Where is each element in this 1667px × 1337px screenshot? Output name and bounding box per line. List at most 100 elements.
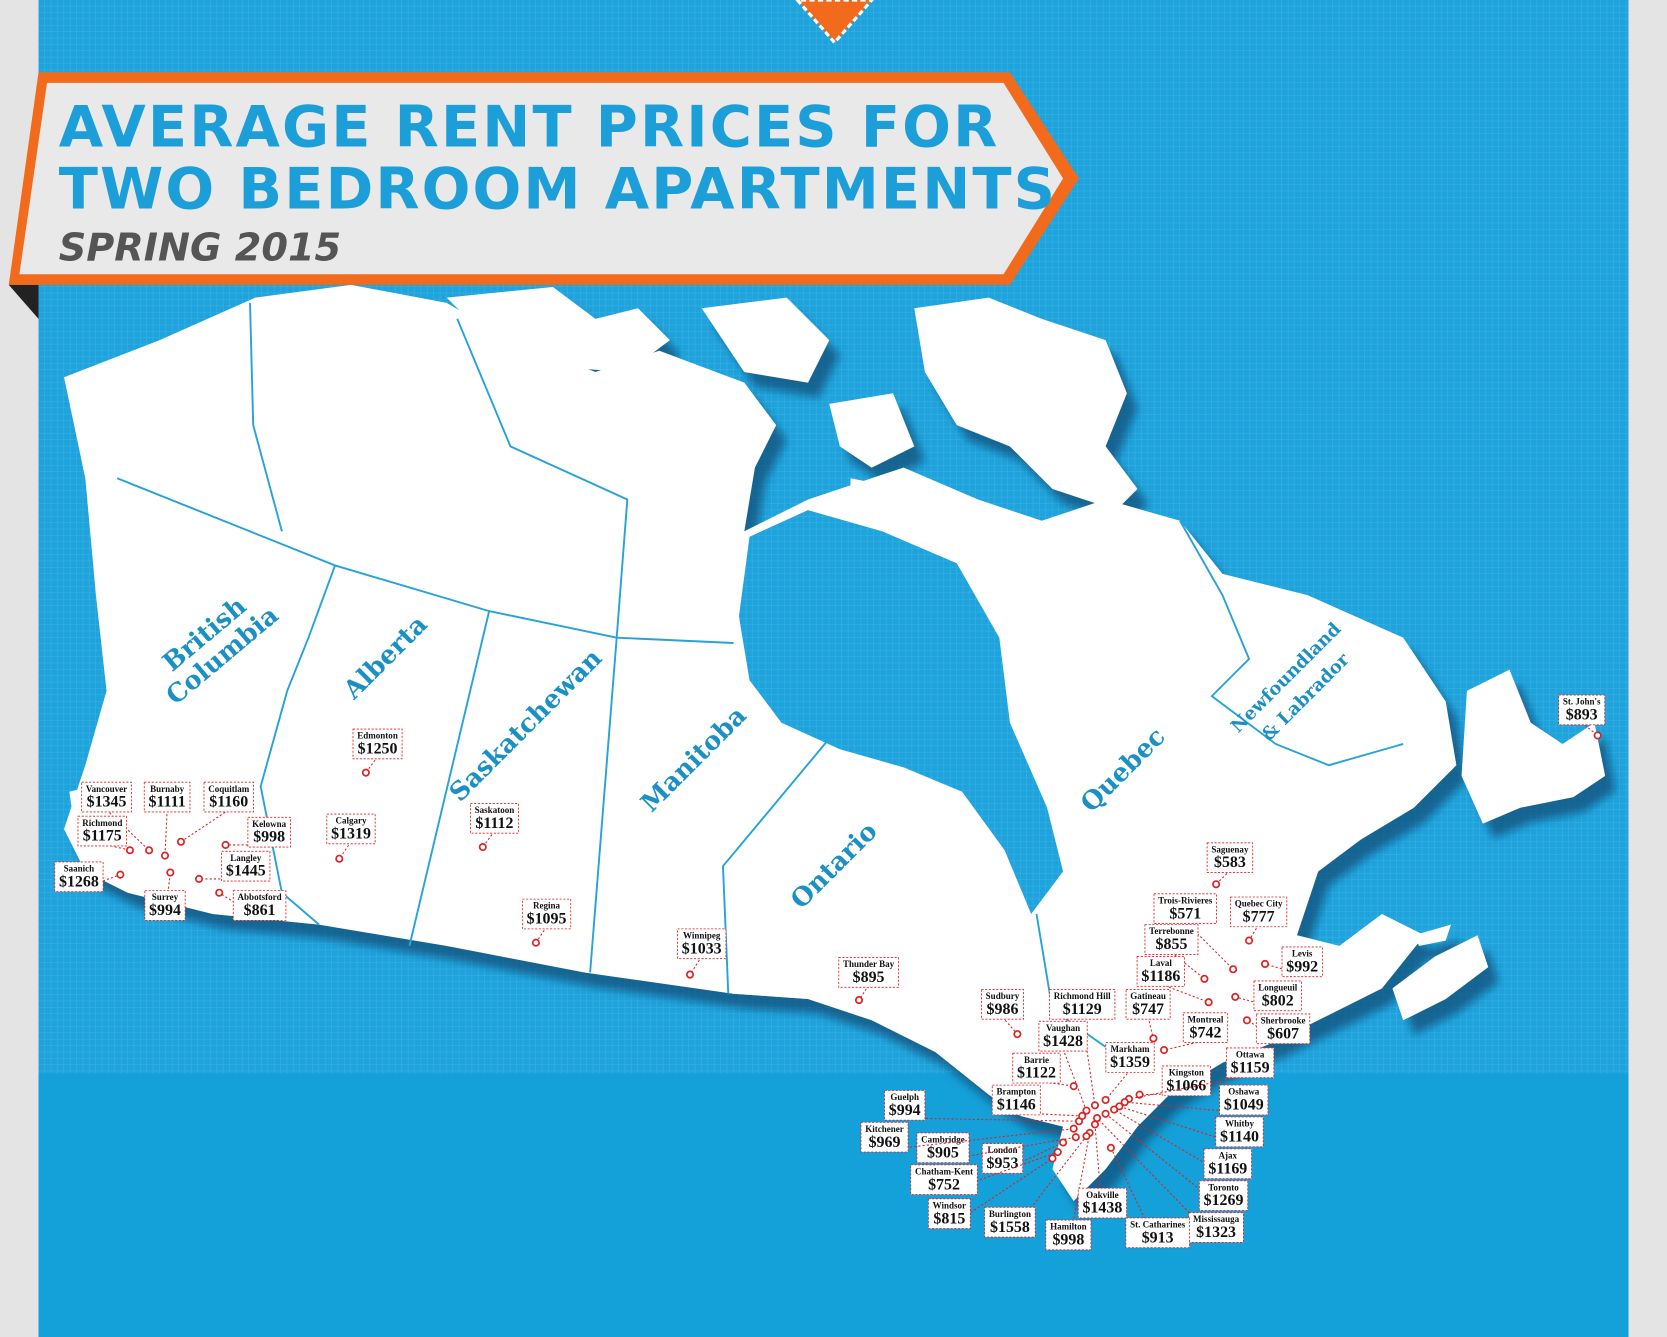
label-box [1012, 1052, 1061, 1084]
city-dot [116, 870, 125, 879]
arctic-island-3 [829, 393, 915, 468]
border-mb-on [721, 738, 830, 994]
lower-background [38, 1073, 1629, 1337]
newfoundland [1461, 669, 1606, 824]
city-name: Gatineau [1130, 991, 1166, 1001]
city-dot [1120, 1098, 1129, 1107]
label-box [981, 1143, 1024, 1174]
city-marker: Vaughan$1428 [1038, 1020, 1091, 1115]
city-rent: $953 [987, 1155, 1019, 1172]
city-marker: Oakville$1438 [1077, 1120, 1127, 1219]
label-box [984, 1206, 1036, 1238]
title-banner: AVERAGE RENT PRICES FOR TWO BEDROOM APAR… [8, 72, 1080, 319]
city-rent: $861 [244, 902, 276, 919]
city-rent: $1033 [682, 940, 722, 957]
leader-line [1184, 921, 1234, 970]
label-box [1136, 956, 1186, 987]
label-box [143, 781, 191, 813]
border-ab-sk [408, 610, 491, 947]
label-box [1105, 1042, 1155, 1073]
city-dot [176, 837, 185, 846]
city-name: Whitby [1225, 1119, 1255, 1129]
city-name: St. John's [1563, 697, 1601, 707]
city-name: Saanich [64, 863, 95, 873]
leader-line [1163, 1039, 1206, 1051]
city-marker: Trois-Rivieres$571 [1153, 893, 1238, 974]
city-name: Richmond Hill [1054, 991, 1111, 1001]
city-marker: Thunder Bay$895 [838, 957, 899, 1005]
city-dot [478, 843, 487, 852]
city-dot [1071, 1133, 1080, 1142]
city-marker: Regina$1095 [521, 898, 572, 947]
city-dot [1229, 965, 1238, 974]
label-box [77, 815, 128, 847]
city-marker: Gatineau$747 [1125, 989, 1171, 1043]
label-box [910, 1164, 978, 1196]
leader-line [1128, 1075, 1251, 1100]
city-rent: $855 [1156, 936, 1188, 953]
label-box [927, 1198, 971, 1230]
city-name: Cambridge [921, 1135, 965, 1145]
southampton-island [850, 478, 904, 521]
leader-line [904, 1117, 1080, 1122]
city-marker: Toronto$1269 [1101, 1109, 1249, 1211]
banner-fill [19, 82, 1064, 275]
mainland [64, 284, 1457, 1201]
city-marker: Longueuil$802 [1231, 980, 1302, 1012]
leader-line [180, 809, 230, 843]
leader-line [884, 1128, 1074, 1151]
city-dot [1093, 1114, 1102, 1123]
city-marker: Coquitlam$1160 [176, 781, 254, 846]
city-name: Sudbury [986, 991, 1020, 1001]
city-name: Laval [1150, 958, 1173, 968]
arctic-island-2 [701, 297, 830, 383]
city-rent: $1095 [527, 911, 567, 928]
leader-line [1246, 1019, 1284, 1043]
city-name: Brampton [997, 1087, 1037, 1097]
title-line-2: TWO BEDROOM APARTMENTS [59, 155, 1057, 222]
city-name: Quebec City [1235, 899, 1283, 909]
city-dot [1106, 1143, 1115, 1152]
city-rent: $994 [149, 902, 181, 919]
city-dot [1059, 1138, 1068, 1147]
city-rent: $913 [1142, 1229, 1174, 1246]
city-name: St. Catharines [1130, 1220, 1186, 1230]
city-marker: Winnipeg$1033 [677, 928, 727, 979]
city-name: Ottawa [1236, 1049, 1265, 1059]
city-dot [1245, 936, 1254, 945]
label-box [860, 1121, 909, 1153]
province-borders [116, 302, 1404, 1048]
city-dot [1260, 959, 1270, 968]
city-dot [1013, 1030, 1022, 1039]
city-dot [160, 851, 170, 860]
city-rent: $1112 [475, 815, 513, 832]
city-marker: Levis$992 [1260, 946, 1323, 978]
city-name: Regina [533, 901, 561, 911]
banner-fold [8, 284, 39, 319]
city-dot [1110, 1105, 1119, 1114]
city-rent: $1169 [1208, 1160, 1247, 1177]
city-name: Winnipeg [683, 930, 721, 940]
city-name: Sherbrooke [1261, 1015, 1306, 1025]
city-name: Edmonton [357, 731, 398, 741]
city-name: Montreal [1188, 1014, 1224, 1024]
city-dot [1200, 974, 1209, 983]
leader-line [1002, 1142, 1064, 1172]
city-rent: $1359 [1110, 1054, 1150, 1071]
city-dot [531, 938, 540, 947]
label-box [1125, 989, 1171, 1020]
city-name: Oakville [1086, 1190, 1119, 1200]
city-rent: $1049 [1224, 1097, 1264, 1114]
city-name: Vancouver [86, 784, 127, 794]
city-name: Saskatoon [475, 805, 515, 815]
city-marker: Sherbrooke$607 [1242, 1013, 1311, 1045]
label-box [1281, 946, 1323, 978]
city-dot [1069, 1124, 1078, 1133]
leader-line [164, 809, 168, 856]
hudson-bay [738, 510, 1064, 915]
city-rent: $802 [1262, 992, 1294, 1009]
label-box [1215, 1116, 1264, 1148]
leader-line [1160, 983, 1209, 1003]
label-box [1230, 896, 1288, 928]
city-marker: Kitchener$969 [860, 1121, 1078, 1153]
